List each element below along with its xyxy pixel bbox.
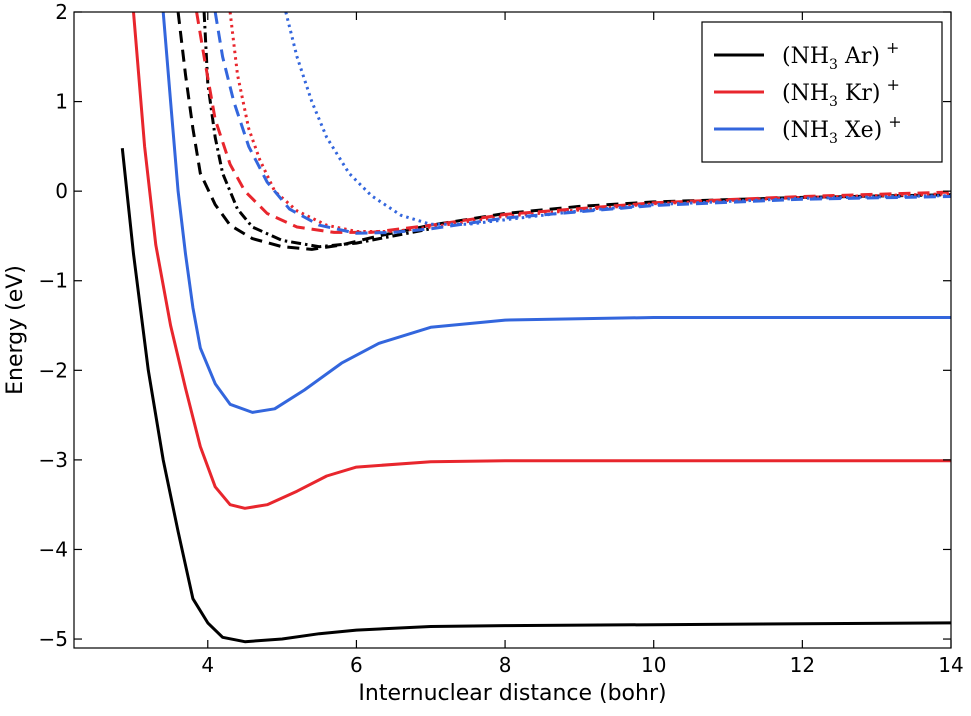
y-tick-label: 0	[55, 179, 68, 203]
plot-frame	[73, 11, 952, 649]
x-tick-label: 6	[350, 653, 363, 677]
y-tick-label: −1	[39, 269, 68, 293]
curve-group	[120, 12, 951, 644]
series-curve-4-dashed	[176, 12, 951, 251]
series-curve-7-dotted	[228, 12, 951, 233]
x-tick-label: 10	[641, 653, 666, 677]
x-tick-label: 8	[499, 653, 512, 677]
legend-entry: (NH3 Kr) +	[782, 75, 900, 110]
x-axis-title: Internuclear distance (bohr)	[358, 681, 666, 706]
series-curve-1-solid	[120, 148, 951, 644]
y-tick-label: −5	[39, 627, 68, 651]
y-tick-label: 2	[55, 0, 68, 24]
series-curve-9-dotted	[284, 12, 951, 226]
y-tick-label: −3	[39, 448, 68, 472]
series-curve-5-dashdot	[202, 12, 431, 249]
series-curve-6-dashed	[195, 12, 951, 234]
legend-entry: (NH3 Ar) +	[782, 38, 899, 73]
series-curve-8-dashed	[213, 12, 951, 235]
series-curve-3-solid	[161, 12, 951, 414]
x-tick-label: 4	[201, 653, 214, 677]
y-axis-title: Energy (eV)	[3, 265, 28, 395]
legend: (NH3 Ar) +(NH3 Kr) +(NH3 Xe) +	[701, 21, 943, 163]
y-tick-label: −2	[39, 358, 68, 382]
legend-entry: (NH3 Xe) +	[782, 112, 902, 147]
y-tick-label: −4	[39, 537, 68, 561]
series-curve-2-solid	[132, 12, 951, 510]
x-tick-label: 12	[790, 653, 815, 677]
x-tick-label: 14	[938, 653, 963, 677]
y-tick-label: 1	[55, 90, 68, 114]
